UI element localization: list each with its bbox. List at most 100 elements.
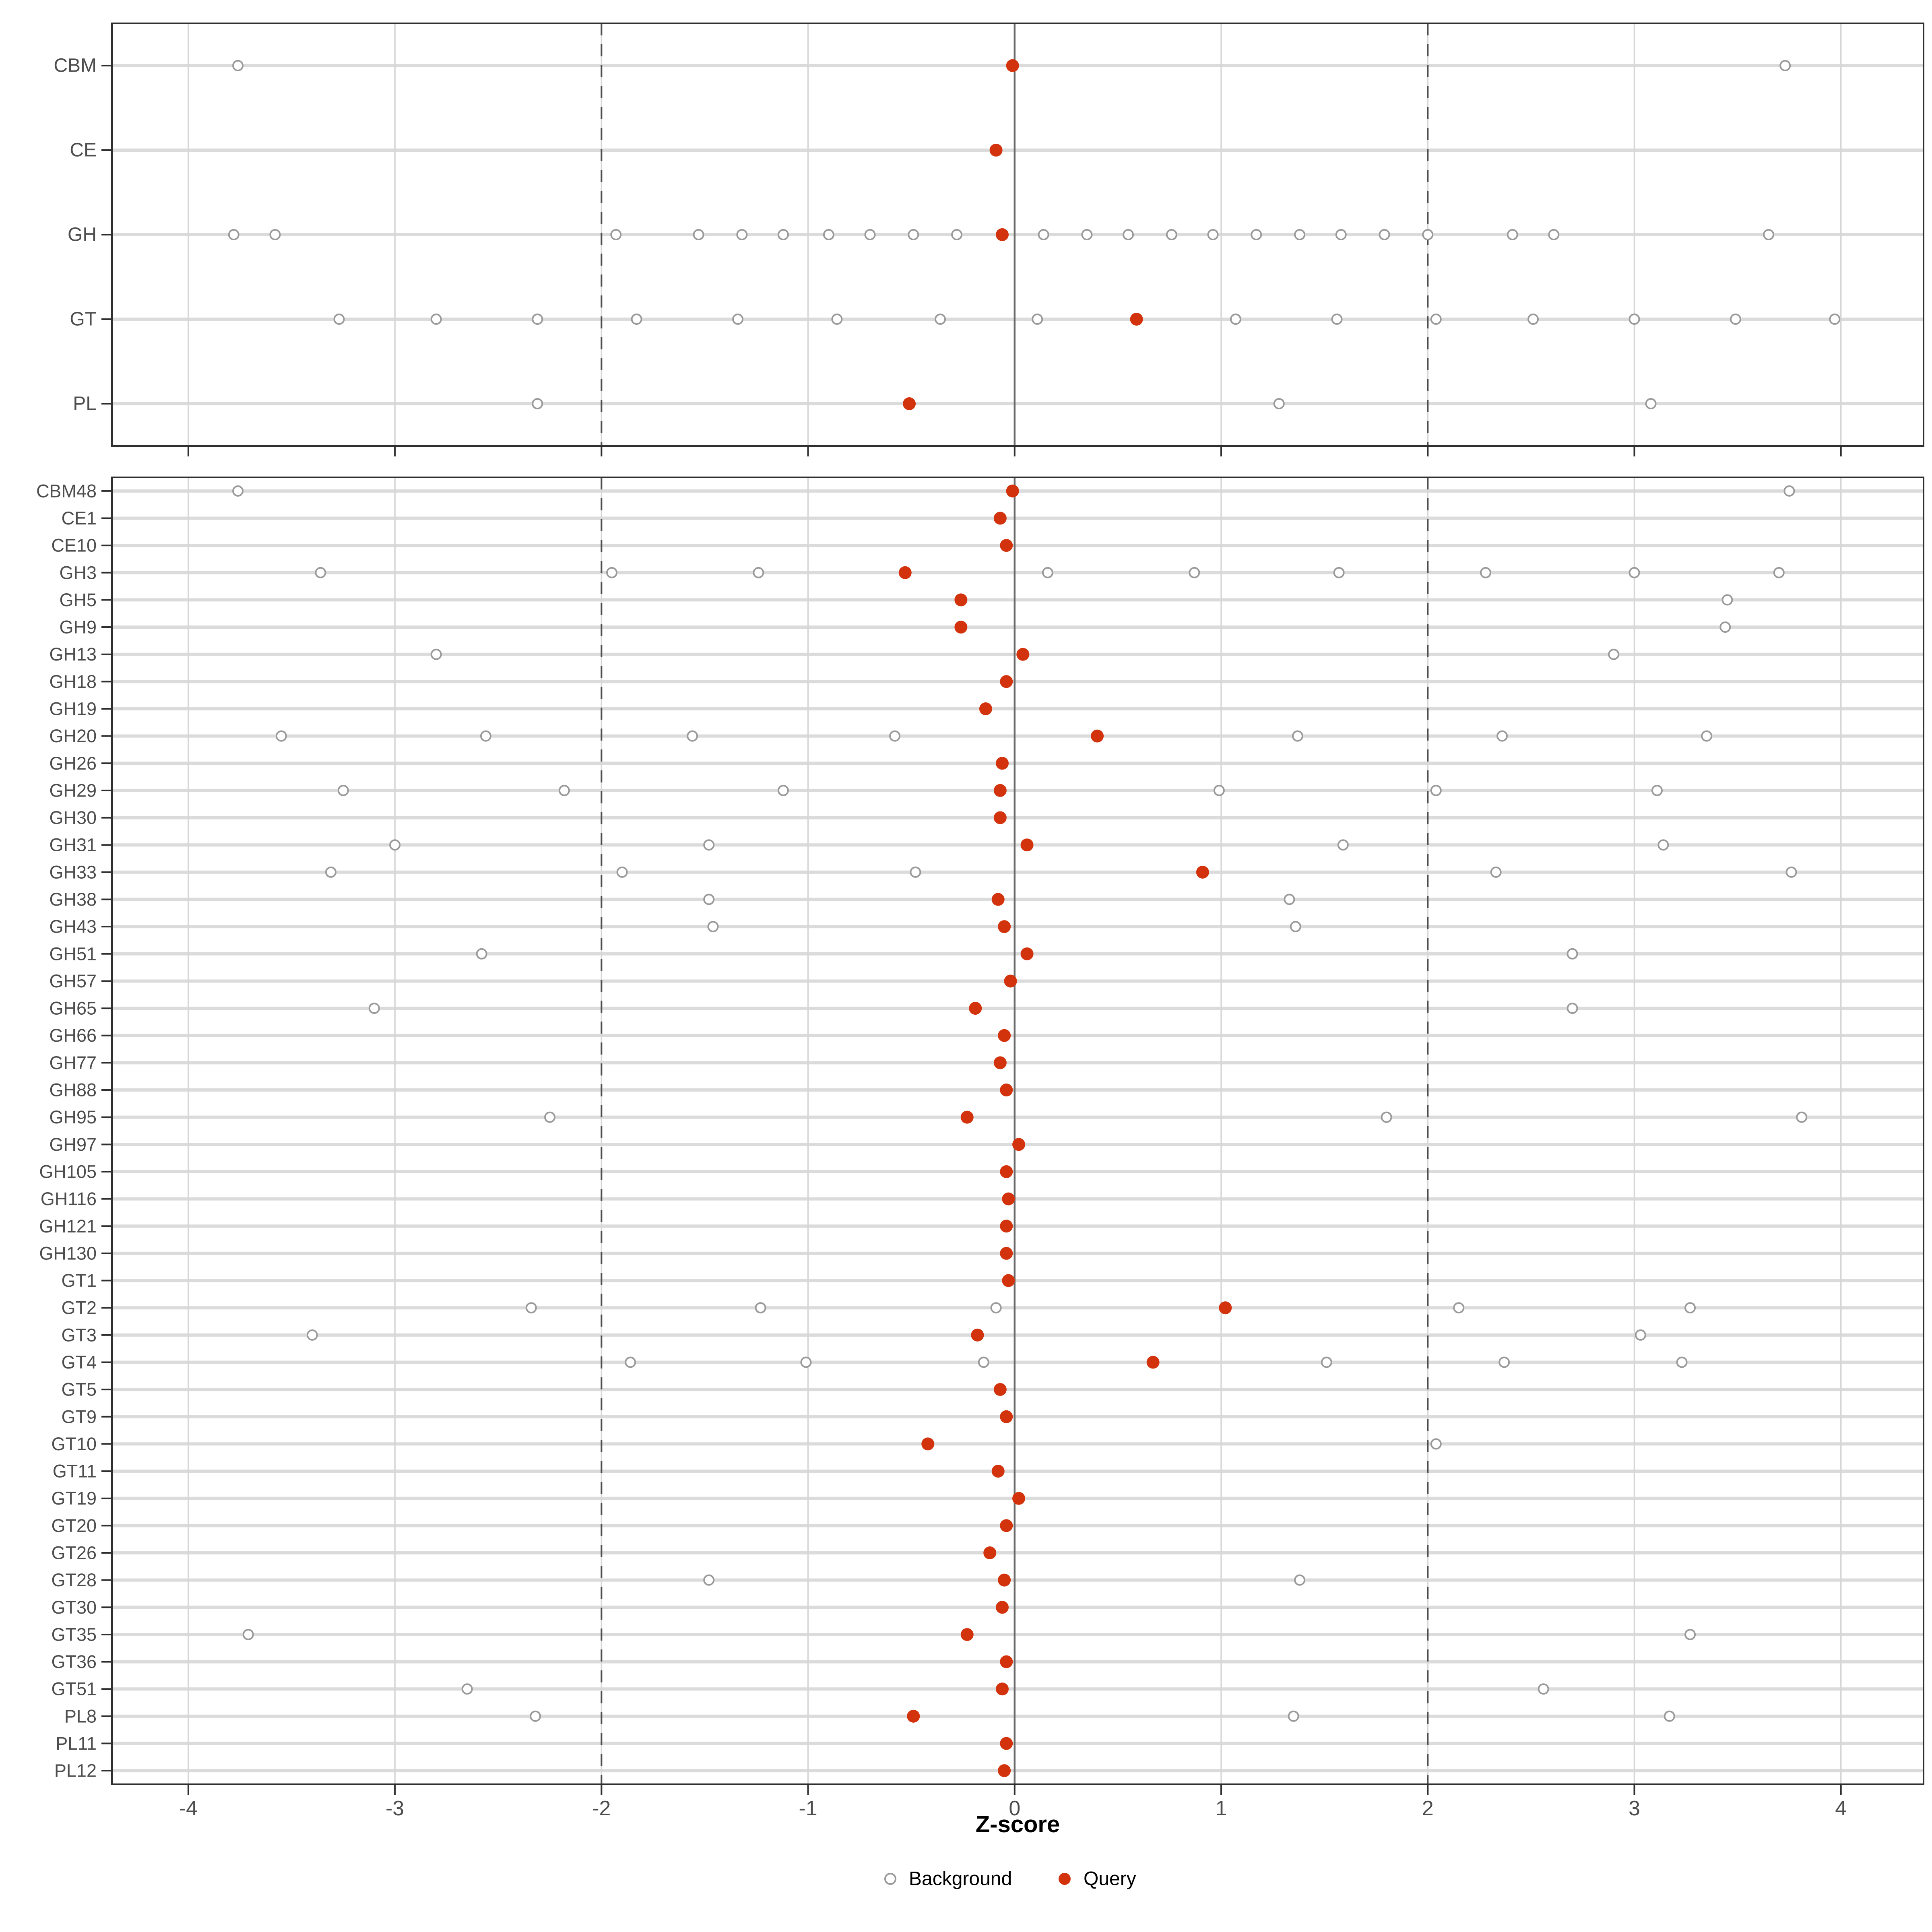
background-point — [864, 229, 876, 240]
background-point — [232, 485, 244, 497]
x-tick-label: -4 — [179, 1797, 198, 1820]
query-point — [1020, 838, 1034, 852]
background-point — [1230, 314, 1241, 325]
y-axis-label: GT4 — [61, 1352, 97, 1373]
panel-border — [111, 477, 1924, 1785]
background-point — [1333, 567, 1345, 578]
background-point — [910, 866, 921, 878]
y-axis-label: GH130 — [39, 1243, 97, 1263]
query-point — [989, 144, 1003, 157]
background-point — [306, 1329, 318, 1341]
x-tick-label: 2 — [1422, 1797, 1434, 1820]
background-point — [242, 1629, 254, 1640]
background-point — [525, 1302, 537, 1314]
x-tick-label: 0 — [1009, 1797, 1020, 1820]
legend-background-label: Background — [909, 1868, 1012, 1890]
query-point — [1006, 59, 1019, 72]
query-point — [993, 512, 1007, 525]
query-point — [1012, 1492, 1026, 1505]
y-axis-label: GT28 — [51, 1570, 97, 1590]
background-point — [1379, 229, 1390, 240]
query-point — [996, 1601, 1009, 1614]
y-axis-label: GH — [68, 224, 97, 246]
y-axis-label: GT10 — [51, 1434, 97, 1454]
background-point — [275, 730, 287, 742]
y-axis-label: PL12 — [54, 1761, 97, 1781]
background-point — [687, 730, 698, 742]
query-point — [1130, 313, 1143, 326]
query-point — [1000, 1220, 1013, 1233]
y-axis-label: GH77 — [49, 1053, 97, 1073]
background-point — [935, 314, 946, 325]
query-point — [1196, 865, 1209, 879]
background-point — [1430, 784, 1442, 796]
y-axis-label: GT36 — [51, 1651, 97, 1672]
legend-query-label: Query — [1084, 1868, 1136, 1890]
query-point — [996, 757, 1009, 770]
query-point — [1002, 1192, 1015, 1205]
y-axis-label: GH9 — [59, 617, 97, 638]
y-axis-label: CBM — [54, 55, 97, 76]
y-axis-label: GT1 — [61, 1270, 97, 1291]
background-point — [755, 1302, 766, 1314]
background-point — [1081, 229, 1093, 240]
background-point — [1785, 866, 1797, 878]
query-point — [969, 1002, 982, 1015]
background-point — [736, 229, 748, 240]
y-axis-label: GH3 — [59, 562, 97, 583]
background-point — [337, 784, 349, 796]
background-point — [1166, 229, 1177, 240]
query-point — [1219, 1301, 1232, 1315]
background-point — [1538, 1683, 1549, 1695]
y-axis-label: GT — [70, 309, 97, 330]
y-axis-label: GH5 — [59, 590, 97, 610]
background-point — [753, 567, 764, 578]
background-point — [831, 314, 843, 325]
x-axis-title: Z-score — [976, 1811, 1060, 1837]
query-point — [993, 811, 1007, 824]
background-point — [616, 866, 628, 878]
background-point — [1676, 1356, 1688, 1368]
query-point — [1012, 1138, 1026, 1151]
background-point — [1288, 1710, 1299, 1722]
legend-query-marker — [1059, 1873, 1071, 1885]
y-axis-label: GH121 — [39, 1216, 97, 1236]
background-point — [228, 229, 239, 240]
background-point — [732, 314, 744, 325]
background-point — [823, 229, 834, 240]
background-point — [1038, 229, 1049, 240]
y-axis-label: GT51 — [51, 1679, 97, 1699]
background-point — [703, 1574, 715, 1586]
y-axis-label: GH31 — [49, 835, 97, 855]
query-point — [971, 1328, 984, 1342]
y-axis-label: PL8 — [64, 1706, 97, 1726]
query-point — [983, 1546, 997, 1560]
background-point — [1701, 730, 1713, 742]
y-axis-label: GH65 — [49, 998, 97, 1019]
y-axis-label: GT20 — [51, 1515, 97, 1536]
y-axis-label: GH51 — [49, 943, 97, 964]
background-point — [1032, 314, 1043, 325]
y-axis-label: GH105 — [39, 1161, 97, 1182]
background-point — [333, 314, 345, 325]
query-point — [1000, 1737, 1013, 1750]
background-point — [631, 314, 642, 325]
y-axis-label: GH116 — [41, 1189, 97, 1209]
background-point — [1284, 894, 1295, 905]
background-point — [1629, 567, 1640, 578]
query-point — [960, 1110, 974, 1124]
background-point — [1290, 921, 1301, 933]
query-point — [979, 702, 992, 715]
y-axis-label: GH26 — [49, 753, 97, 774]
background-point — [1499, 1356, 1510, 1368]
background-point — [1527, 314, 1539, 325]
background-point — [1608, 648, 1620, 660]
y-axis-label: GT11 — [53, 1461, 97, 1482]
y-axis-label: GH33 — [49, 862, 97, 882]
y-axis-label: GH18 — [49, 671, 97, 692]
background-point — [1430, 1438, 1442, 1450]
background-point — [1567, 1003, 1578, 1014]
panel-family-level: CBM48 CE1 CE10 GH3 GH5 GH9 GH13 GH18 GH19 GH20 GH2… — [36, 477, 1924, 1820]
